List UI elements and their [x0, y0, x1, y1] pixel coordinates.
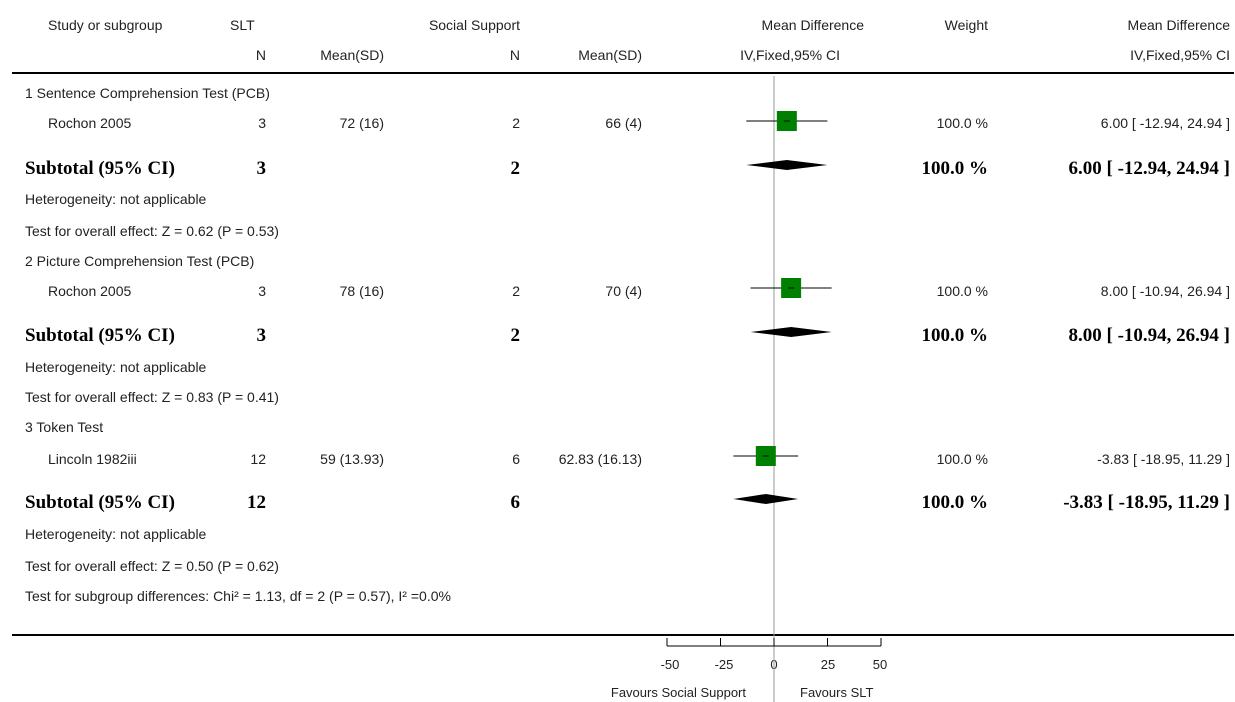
study-n2: 2: [512, 115, 520, 131]
column-header-mean1: Mean(SD): [320, 47, 384, 63]
header-rule: [12, 72, 1234, 74]
subtotal-label: Subtotal (95% CI): [25, 158, 175, 179]
study-name: Rochon 2005: [48, 283, 132, 299]
subtotal-n1: 12: [247, 492, 266, 513]
study-mean1: 72 (16): [339, 115, 384, 131]
heterogeneity-text: Heterogeneity: not applicable: [25, 526, 207, 542]
favours-right-label: Favours SLT: [800, 685, 874, 700]
column-header-study: Study or subgroup: [48, 17, 163, 33]
subtotal-n2: 2: [510, 325, 521, 346]
column-header-weight: Weight: [944, 17, 988, 33]
subtotal-n1: 3: [256, 325, 267, 346]
column-header-group2: Social Support: [428, 17, 520, 33]
study-n2: 2: [512, 283, 520, 299]
subtotal-label: Subtotal (95% CI): [25, 325, 175, 346]
study-name: Rochon 2005: [48, 115, 132, 131]
overall-effect-text: Test for overall effect: Z = 0.83 (P = 0…: [25, 389, 279, 405]
overall-effect-text: Test for overall effect: Z = 0.50 (P = 0…: [25, 558, 279, 574]
study-weight: 100.0 %: [936, 115, 988, 131]
study-mean2: 62.83 (16.13): [558, 451, 642, 467]
subtotal-diamond: [746, 160, 828, 170]
column-header-n1: N: [255, 47, 266, 63]
study-n2: 6: [512, 451, 520, 467]
study-n1: 12: [250, 451, 266, 467]
column-header-n2: N: [509, 47, 520, 63]
subtotal-ci: 6.00 [ -12.94, 24.94 ]: [1068, 158, 1230, 179]
axis-tick-label: -50: [660, 657, 680, 672]
subtotal-n2: 6: [510, 492, 521, 513]
subtotal-n2: 2: [510, 158, 521, 179]
subtotal-weight: 100.0 %: [921, 492, 989, 513]
column-header-mean2: Mean(SD): [578, 47, 642, 63]
subtotal-weight: 100.0 %: [921, 325, 989, 346]
study-n1: 3: [258, 283, 266, 299]
overall-effect-text: Test for overall effect: Z = 0.62 (P = 0…: [25, 223, 279, 239]
study-mean2: 66 (4): [605, 115, 642, 131]
subtotal-ci: -3.83 [ -18.95, 11.29 ]: [1063, 492, 1230, 513]
study-ci: 6.00 [ -12.94, 24.94 ]: [1100, 115, 1230, 131]
subgroup-title: 2 Picture Comprehension Test (PCB): [25, 253, 255, 269]
column-header-md-text-sub: IV,Fixed,95% CI: [1130, 47, 1230, 63]
subtotal-ci: 8.00 [ -10.94, 26.94 ]: [1068, 325, 1230, 346]
study-mean1: 78 (16): [339, 283, 384, 299]
favours-left-label: Favours Social Support: [610, 685, 746, 700]
column-header-md-plot-sub: IV,Fixed,95% CI: [740, 47, 840, 63]
study-ci: 8.00 [ -10.94, 26.94 ]: [1100, 283, 1230, 299]
study-mean1: 59 (13.93): [320, 451, 384, 467]
heterogeneity-text: Heterogeneity: not applicable: [25, 191, 207, 207]
subgroup-differences-text: Test for subgroup differences: Chi² = 1.…: [25, 588, 451, 604]
column-header-md-text: Mean Difference: [1127, 17, 1230, 33]
heterogeneity-text: Heterogeneity: not applicable: [25, 359, 207, 375]
subtotal-diamond: [733, 494, 799, 504]
subtotal-label: Subtotal (95% CI): [25, 492, 175, 513]
footer-rule: [12, 634, 1234, 636]
column-header-md-plot: Mean Difference: [761, 17, 864, 33]
subtotal-n1: 3: [256, 158, 267, 179]
study-ci: -3.83 [ -18.95, 11.29 ]: [1097, 451, 1230, 467]
axis-tick-label: 25: [820, 657, 836, 672]
study-name: Lincoln 1982iii: [48, 451, 137, 467]
axis-tick-label: -25: [714, 657, 734, 672]
subgroup-title: 3 Token Test: [25, 419, 104, 435]
column-header-group1: SLT: [230, 17, 255, 33]
subtotal-diamond: [750, 327, 832, 337]
study-weight: 100.0 %: [936, 451, 988, 467]
subgroup-title: 1 Sentence Comprehension Test (PCB): [25, 85, 270, 101]
subtotal-weight: 100.0 %: [921, 158, 989, 179]
axis-tick-label: 50: [872, 657, 888, 672]
study-n1: 3: [258, 115, 266, 131]
study-mean2: 70 (4): [605, 283, 642, 299]
study-weight: 100.0 %: [936, 283, 988, 299]
